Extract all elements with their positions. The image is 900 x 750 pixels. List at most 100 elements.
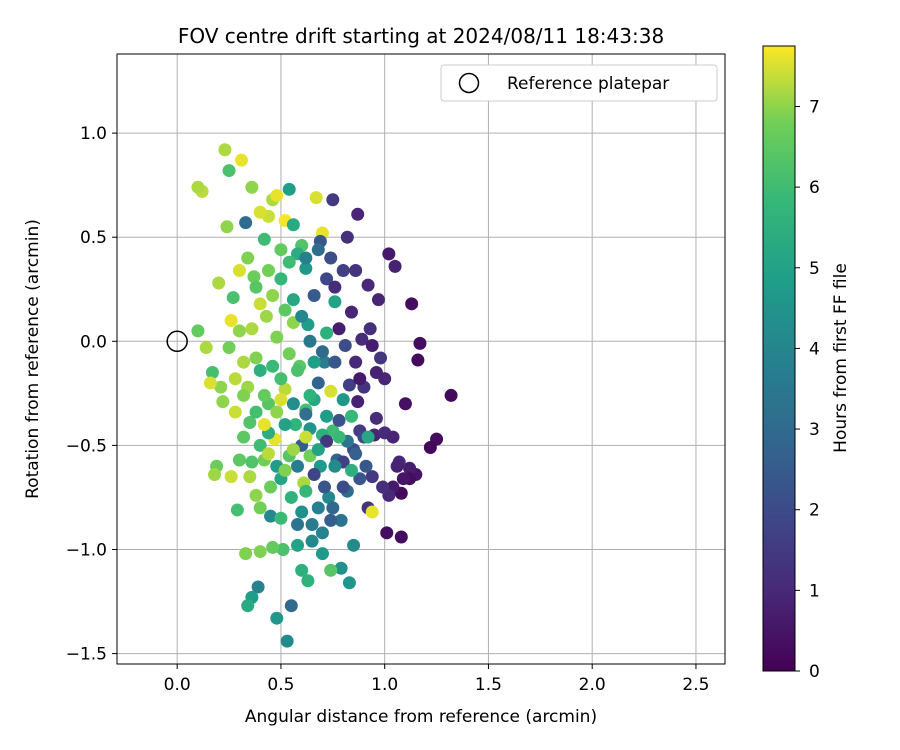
data-point — [301, 574, 315, 588]
data-point — [405, 297, 419, 311]
data-point — [266, 540, 280, 554]
y-tick-label: −1.0 — [66, 540, 107, 560]
data-point — [315, 345, 329, 359]
data-point — [232, 453, 246, 467]
colorbar-tick-label: 1 — [809, 581, 820, 601]
data-point — [222, 164, 236, 178]
data-point — [355, 332, 369, 346]
data-point — [398, 397, 412, 411]
x-tick-label: 0.0 — [164, 675, 191, 695]
data-point — [243, 470, 257, 484]
data-point — [286, 443, 300, 457]
data-point — [191, 324, 205, 338]
data-point — [203, 376, 217, 390]
data-point — [243, 415, 257, 429]
data-point — [257, 388, 271, 402]
data-point — [253, 205, 267, 219]
data-point — [274, 372, 288, 386]
data-point — [257, 232, 271, 246]
data-point — [220, 220, 234, 234]
data-point — [336, 480, 350, 494]
data-point — [376, 480, 390, 494]
data-point — [245, 322, 259, 336]
data-point — [324, 513, 338, 527]
data-point — [295, 563, 309, 577]
data-point — [249, 351, 263, 365]
data-point — [326, 501, 340, 515]
data-point — [390, 459, 404, 473]
colorbar-tick-label: 5 — [809, 259, 820, 279]
data-point — [324, 384, 338, 398]
data-point — [332, 322, 346, 336]
data-point — [237, 430, 251, 444]
data-point — [324, 563, 338, 577]
data-point — [320, 434, 334, 448]
data-point — [349, 264, 363, 278]
data-point — [228, 405, 242, 419]
data-point — [253, 363, 267, 377]
data-point — [295, 505, 309, 519]
data-point — [251, 580, 265, 594]
data-point — [214, 380, 228, 394]
data-point — [284, 599, 298, 613]
data-point — [274, 511, 288, 525]
colorbar-tick-label: 0 — [809, 662, 820, 682]
data-point — [199, 341, 213, 355]
data-point — [299, 251, 313, 265]
data-point — [365, 470, 379, 484]
data-point — [291, 459, 305, 473]
data-point — [266, 289, 280, 303]
data-point — [218, 143, 232, 157]
data-point — [320, 272, 334, 286]
data-point — [349, 355, 363, 369]
data-point — [247, 270, 261, 284]
data-point — [394, 530, 408, 544]
data-point — [305, 518, 319, 532]
data-point — [311, 243, 325, 257]
data-point — [363, 322, 377, 336]
data-point — [216, 395, 230, 409]
data-point — [253, 501, 267, 515]
y-tick-label: 0.0 — [80, 332, 107, 352]
data-point — [340, 230, 354, 244]
data-point — [380, 526, 394, 540]
data-point — [353, 472, 367, 486]
colorbar-tick-label: 7 — [809, 97, 820, 117]
data-point — [444, 388, 458, 402]
data-point — [299, 430, 313, 444]
x-tick-label: 2.5 — [682, 675, 709, 695]
data-point — [245, 180, 259, 194]
data-point — [239, 547, 253, 561]
data-point — [237, 355, 251, 369]
data-point — [336, 393, 350, 407]
colorbar-tick-label: 6 — [809, 178, 820, 198]
data-point — [208, 468, 222, 482]
data-point — [253, 545, 267, 559]
data-point — [259, 309, 273, 323]
data-point — [388, 259, 402, 273]
data-point — [241, 599, 255, 613]
data-point — [284, 490, 298, 504]
data-point — [342, 378, 356, 392]
data-point — [403, 461, 417, 475]
data-point — [322, 490, 336, 504]
reference-platepar-legend-marker — [458, 72, 480, 94]
data-point — [253, 438, 267, 452]
data-point — [291, 363, 305, 377]
scatter-points — [166, 143, 458, 648]
data-point — [249, 488, 263, 502]
legend-box — [440, 64, 718, 102]
data-point — [413, 336, 427, 350]
data-point — [270, 189, 284, 203]
data-point — [224, 313, 238, 327]
data-point — [311, 443, 325, 457]
data-point — [257, 418, 271, 432]
data-point — [328, 295, 342, 309]
data-point — [349, 447, 363, 461]
data-point — [365, 338, 379, 352]
data-point — [344, 463, 358, 477]
data-point — [309, 191, 323, 205]
legend: Reference platepar — [440, 64, 718, 102]
data-point — [305, 534, 319, 548]
